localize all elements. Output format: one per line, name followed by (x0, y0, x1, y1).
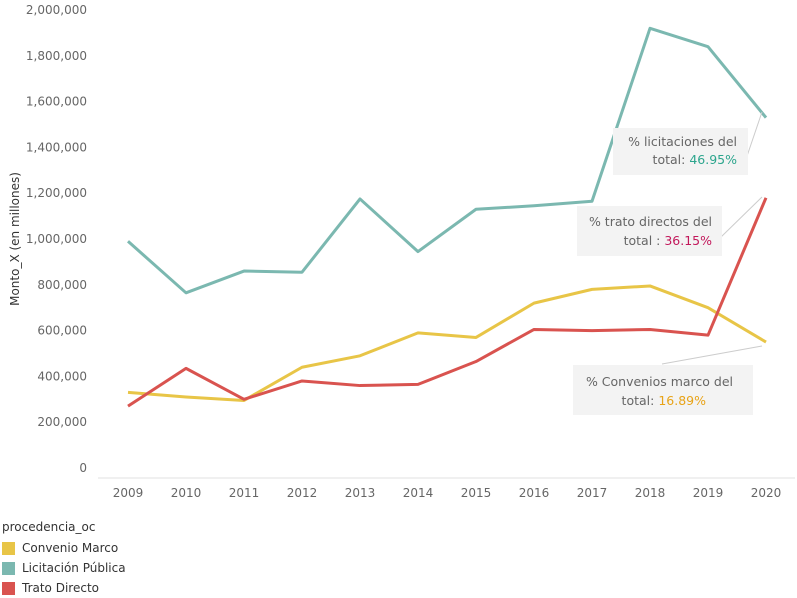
annotation-leader (720, 197, 762, 238)
y-axis-label: Monto_X (en millones) (8, 172, 22, 306)
legend-label: Trato Directo (22, 581, 99, 595)
x-tick-label: 2019 (693, 486, 724, 500)
y-tick-label: 1,800,000 (26, 49, 87, 63)
y-tick-label: 0 (79, 461, 87, 475)
legend: procedencia_oc Convenio Marco Licitación… (2, 520, 126, 598)
annotation-convenio-marco: % Convenios marco del total: 16.89% (573, 346, 762, 415)
legend-swatch (2, 562, 15, 575)
annotation-trato-directo: % trato directos del total : 36.15% (577, 197, 762, 256)
legend-item-licitacion-publica[interactable]: Licitación Pública (2, 558, 126, 578)
legend-title: procedencia_oc (2, 520, 126, 534)
y-tick-label: 800,000 (37, 278, 87, 292)
annotation-value: 46.95% (689, 152, 737, 167)
annotation-line2: total: 46.95% (653, 152, 738, 167)
y-tick-label: 1,200,000 (26, 186, 87, 200)
y-tick-labels: 0 200,000 400,000 600,000 800,000 1,000,000 1,… (26, 3, 87, 475)
legend-swatch (2, 582, 15, 595)
annotation-prefix: total: (622, 393, 659, 408)
annotation-leader (662, 346, 762, 364)
x-tick-label: 2015 (461, 486, 492, 500)
annotation-line1: % trato directos del (589, 214, 712, 229)
y-tick-label: 1,400,000 (26, 140, 87, 154)
x-tick-label: 2017 (577, 486, 608, 500)
y-tick-label: 2,000,000 (26, 3, 87, 17)
legend-label: Convenio Marco (22, 541, 118, 555)
y-tick-label: 200,000 (37, 415, 87, 429)
x-tick-label: 2020 (751, 486, 782, 500)
annotation-prefix: total: (653, 152, 690, 167)
x-tick-labels: 2009 2010 2011 2012 2013 2014 2015 2016 2017 2018… (113, 486, 782, 500)
annotation-line2: total: 16.89% (622, 393, 707, 408)
x-tick-label: 2018 (635, 486, 666, 500)
line-chart: Monto_X (en millones) 0 200,000 400,000 600… (0, 0, 797, 510)
x-tick-label: 2009 (113, 486, 144, 500)
x-tick-label: 2016 (519, 486, 550, 500)
x-tick-label: 2012 (287, 486, 318, 500)
annotation-value: 16.89% (658, 393, 706, 408)
y-tick-label: 400,000 (37, 369, 87, 383)
annotation-line1: % Convenios marco del (586, 374, 733, 389)
legend-item-convenio-marco[interactable]: Convenio Marco (2, 538, 126, 558)
annotation-licitaciones: % licitaciones del total: 46.95% (613, 112, 762, 175)
legend-swatch (2, 542, 15, 555)
y-tick-label: 1,000,000 (26, 232, 87, 246)
y-tick-label: 600,000 (37, 324, 87, 338)
annotation-line2: total : 36.15% (624, 233, 713, 248)
legend-label: Licitación Pública (22, 561, 126, 575)
x-tick-label: 2011 (229, 486, 260, 500)
annotation-line1: % licitaciones del (628, 134, 737, 149)
x-tick-label: 2014 (403, 486, 434, 500)
y-tick-label: 1,600,000 (26, 95, 87, 109)
annotation-prefix: total : (624, 233, 665, 248)
x-tick-label: 2013 (345, 486, 376, 500)
annotation-value: 36.15% (664, 233, 712, 248)
legend-item-trato-directo[interactable]: Trato Directo (2, 578, 126, 598)
x-tick-label: 2010 (171, 486, 202, 500)
